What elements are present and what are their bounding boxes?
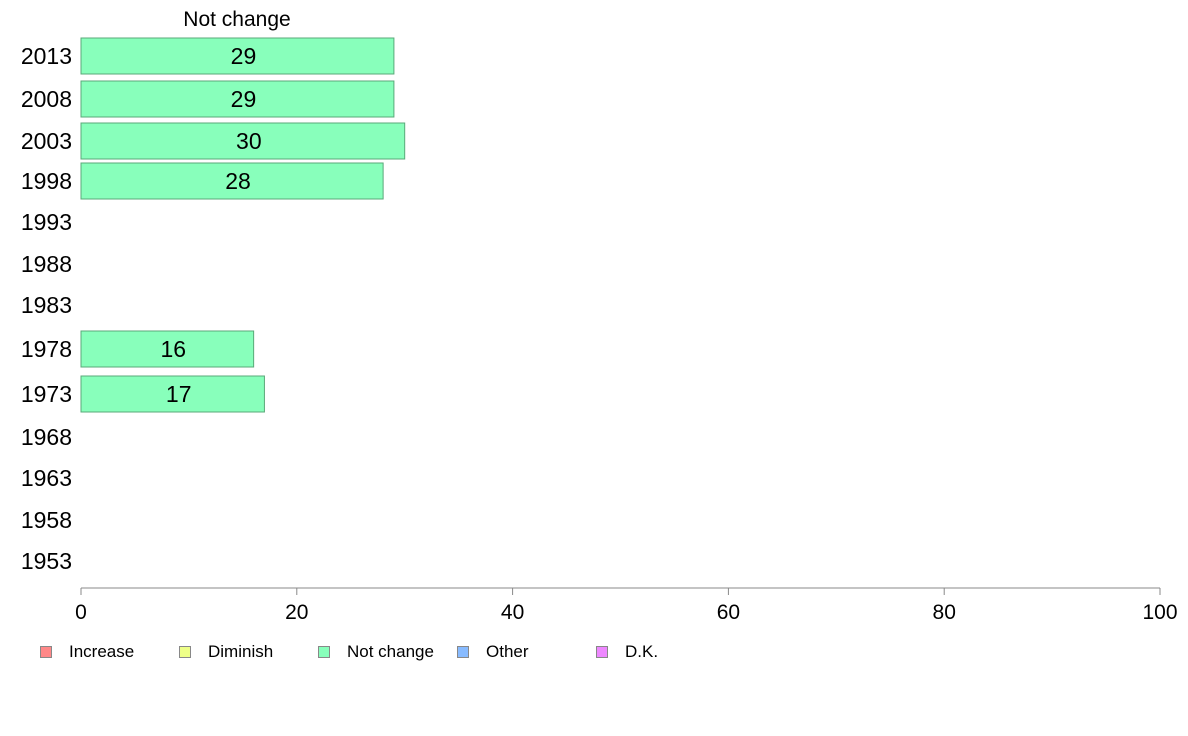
x-axis: 0 20 40 60 80 100 [75,587,1178,624]
y-tick-label: 2008 [21,86,72,112]
y-tick-label: 1983 [21,292,72,318]
y-tick-label: 2013 [21,43,72,69]
bar [80,80,395,118]
y-axis-labels: 2013 2008 2003 1998 1993 1988 1983 1978 1973 1968… [21,43,72,574]
bar-value-label: 17 [166,381,192,407]
y-tick-label: 1963 [21,465,72,491]
legend-label: Diminish [208,642,274,661]
legend-item: D.K. [596,642,676,662]
x-tick-label: 0 [75,601,87,624]
x-tick-label: 20 [285,601,308,624]
x-tick-label: 60 [717,601,740,624]
bar-value-label: 28 [225,168,251,194]
legend-item: Not change [318,642,457,662]
legend-item: Diminish [179,642,318,662]
legend: Increase Diminish Not change Other D.K. [40,642,676,662]
y-tick-label: 1958 [21,507,72,533]
y-tick-label: 2003 [21,128,72,154]
legend-item: Other [457,642,596,662]
bar [80,375,265,413]
x-tick-label: 100 [1142,601,1177,624]
bar-value-label: 29 [231,86,257,112]
bar-value-label: 29 [231,43,257,69]
y-tick-label: 1973 [21,381,72,407]
bar [80,122,406,160]
legend-label: Increase [69,642,135,661]
y-tick-label: 1953 [21,548,72,574]
legend-swatch [457,646,469,658]
bar-value-label: 16 [161,336,187,362]
bar [80,37,395,75]
y-tick-label: 1988 [21,251,72,277]
legend-swatch [40,646,52,658]
bar-chart: Not change 2013 2008 2003 1998 1993 1988 1983 1… [21,8,1178,624]
y-tick-label: 1993 [21,209,72,235]
legend-swatch [318,646,330,658]
chart-title: Not change [183,8,290,31]
y-tick-label: 1968 [21,424,72,450]
legend-label: Not change [347,642,434,661]
legend-label: Other [486,642,529,661]
legend-item: Increase [40,642,179,662]
bar [80,330,255,368]
bar [80,162,384,200]
x-tick-label: 40 [501,601,524,624]
x-tick-label: 80 [933,601,956,624]
y-tick-label: 1998 [21,168,72,194]
legend-swatch [596,646,608,658]
bar-value-label: 30 [236,128,262,154]
y-tick-label: 1978 [21,336,72,362]
bars: 29 29 30 28 16 17 [80,37,406,413]
legend-label: D.K. [625,642,659,661]
legend-swatch [179,646,191,658]
